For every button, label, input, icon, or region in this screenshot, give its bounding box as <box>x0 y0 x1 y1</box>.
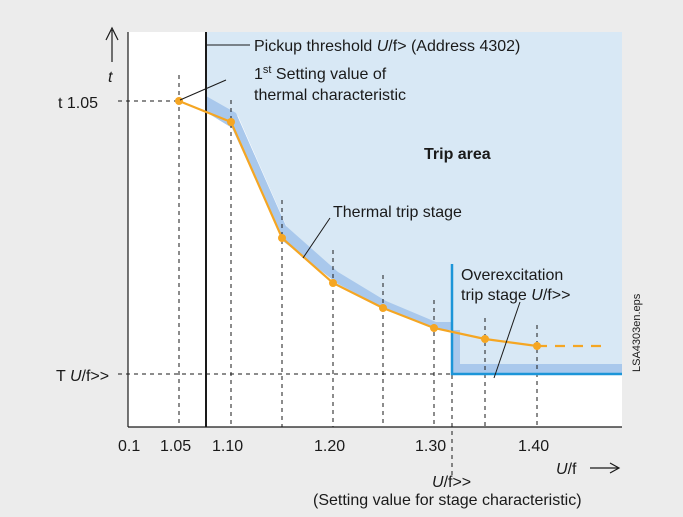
file-label: LSA4303en.eps <box>631 293 643 372</box>
thermal-points <box>175 97 541 350</box>
thermal-curve <box>178 99 538 348</box>
overexc-leader <box>493 301 521 379</box>
trip-area <box>206 32 622 364</box>
point-3 <box>278 234 286 242</box>
uf-bottom-label: U/f>> <box>432 474 471 491</box>
y-arrow-head <box>105 26 119 41</box>
point-6 <box>430 324 438 332</box>
x-tick-labels: 0.1 1.05 1.10 1.20 1.30 1.40 <box>118 438 549 455</box>
point-4 <box>329 279 337 287</box>
setting-value-note: (Setting value for stage characteristic) <box>313 492 582 509</box>
overexc-line1: Overexcitation <box>461 267 563 284</box>
overexcitation-stage-line <box>450 264 622 376</box>
x-axis-label: U/f <box>556 461 577 478</box>
y-arrow-label: t <box>108 69 113 86</box>
first-setting-line1: 1st Setting value of <box>254 64 387 83</box>
x-tick-0: 0.1 <box>118 438 140 455</box>
y-tick-t105: t 1.05 <box>58 95 98 112</box>
x-tick-4: 1.30 <box>415 438 446 455</box>
pickup-threshold-label: Pickup threshold U/f> (Address 4302) <box>254 38 520 55</box>
point-1 <box>175 97 183 105</box>
point-8 <box>533 342 541 350</box>
x-tick-1: 1.05 <box>160 438 191 455</box>
y-tick-TU: T U/f>> <box>56 368 109 385</box>
point-2 <box>227 118 235 126</box>
thermal-trip-stage-label: Thermal trip stage <box>333 204 462 221</box>
x-arrow-head <box>609 462 621 474</box>
x-tick-3: 1.20 <box>314 438 345 455</box>
overexc-line2: trip stage U/f>> <box>461 287 570 304</box>
thermal-stage-leader <box>302 217 331 259</box>
trip-area-label: Trip area <box>424 146 491 163</box>
x-tick-2: 1.10 <box>212 438 243 455</box>
point-7 <box>481 335 489 343</box>
x-tick-5: 1.40 <box>518 438 549 455</box>
first-setting-leader <box>179 79 227 101</box>
first-setting-line2: thermal characteristic <box>254 87 406 104</box>
point-5 <box>379 304 387 312</box>
